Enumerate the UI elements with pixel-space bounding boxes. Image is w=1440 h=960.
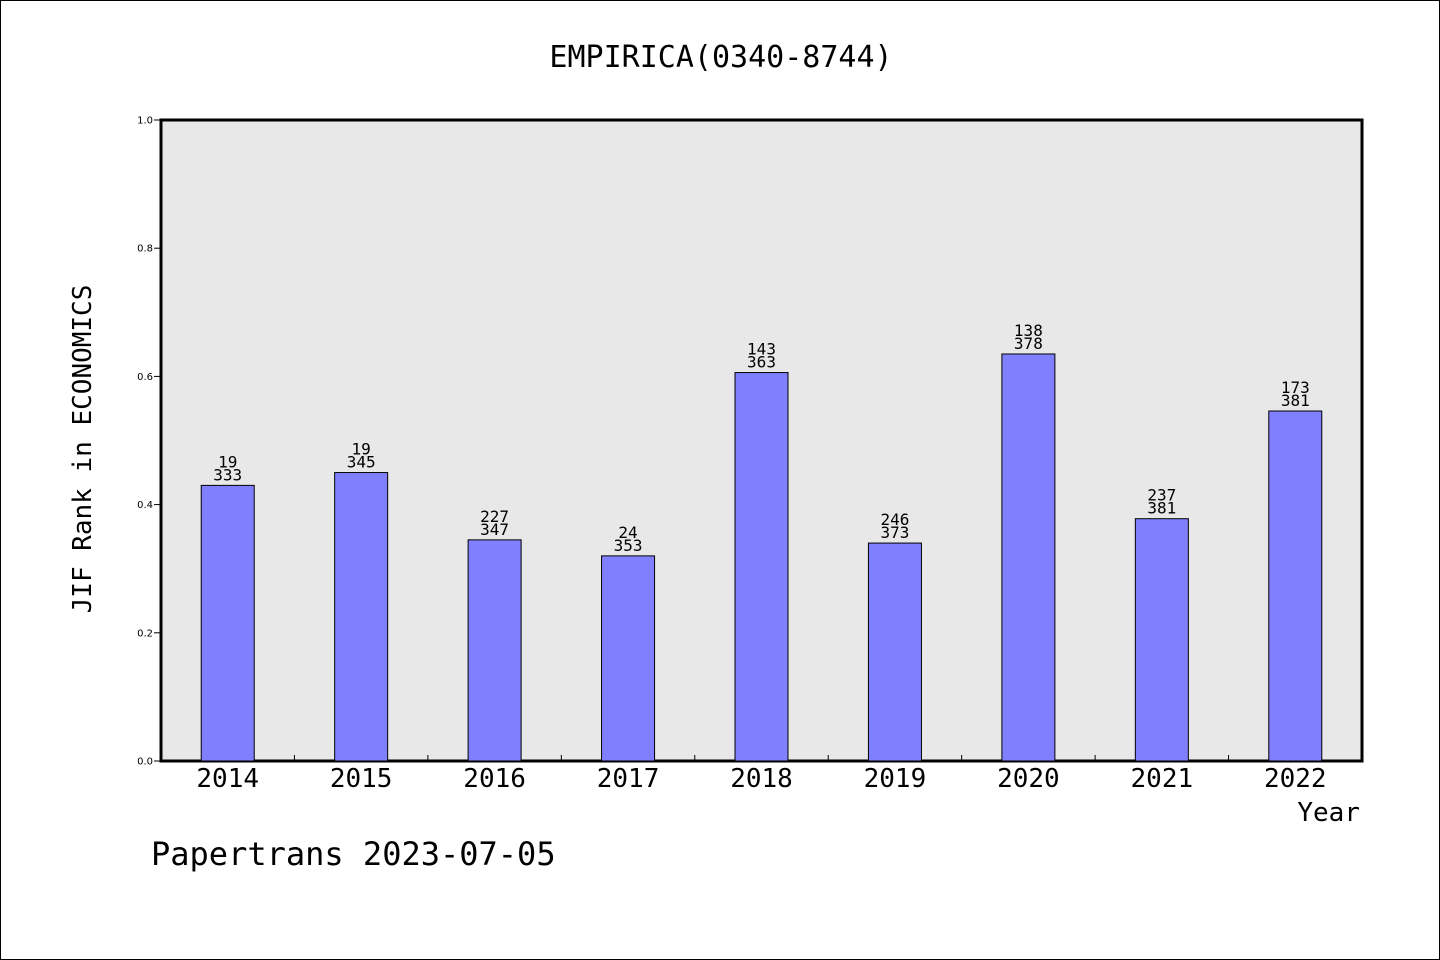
- rank-label: 173: [1281, 378, 1310, 397]
- total-label: 381: [1281, 391, 1310, 410]
- bar-2021: [1134, 518, 1189, 762]
- y-tick-label: 1.0: [137, 116, 153, 127]
- total-label: 363: [747, 353, 776, 372]
- y-tick-label: 0.2: [137, 628, 153, 639]
- y-tick-label: 0.0: [137, 757, 153, 768]
- bar-2017: [601, 555, 656, 762]
- rank-label: 24: [618, 523, 637, 542]
- total-label: 353: [614, 536, 643, 555]
- rank-label: 143: [747, 340, 776, 359]
- x-tick-label: 2014: [196, 764, 259, 794]
- x-tick-label: 2018: [730, 764, 793, 794]
- y-tick-label: 0.8: [137, 244, 153, 255]
- bar-2018: [734, 372, 789, 762]
- x-tick-label: 2021: [1131, 764, 1194, 794]
- x-tick-label: 2017: [597, 764, 660, 794]
- bar-2019: [867, 542, 922, 762]
- rank-label: 246: [880, 510, 909, 529]
- bars-group: [200, 353, 1323, 762]
- total-label: 345: [347, 453, 376, 472]
- bar-2020: [1001, 353, 1056, 762]
- bar-2016: [467, 539, 522, 762]
- total-label: 373: [880, 523, 909, 542]
- x-axis-label: Year: [1297, 798, 1360, 828]
- total-label: 347: [480, 520, 509, 539]
- rank-label: 138: [1014, 321, 1043, 340]
- y-tick-label: 0.6: [137, 372, 153, 383]
- total-label: 333: [213, 465, 242, 484]
- y-axis-label: JIF Rank in ECONOMICS: [68, 285, 98, 614]
- rank-label: 237: [1147, 486, 1176, 505]
- x-tick-label: 2015: [330, 764, 393, 794]
- x-tick-label: 2019: [864, 764, 927, 794]
- bar-2014: [200, 484, 255, 762]
- y-axis-ticks: 0.0 0.2 0.4 0.6 0.8 1.0: [137, 116, 161, 768]
- y-tick-label: 0.4: [137, 500, 153, 511]
- bar-2015: [334, 472, 389, 762]
- bar-2022: [1268, 410, 1323, 762]
- rank-label: 227: [480, 507, 509, 526]
- total-label: 378: [1014, 334, 1043, 353]
- data-labels-group: 2014193332015193452016227347201724353201…: [196, 321, 1326, 794]
- x-axis-ticks: [293, 755, 1230, 761]
- total-label: 381: [1147, 499, 1176, 518]
- x-tick-label: 2016: [463, 764, 526, 794]
- chart-title: EMPIRICA(0340-8744): [549, 40, 892, 75]
- rank-label: 19: [218, 452, 237, 471]
- x-tick-label: 2020: [997, 764, 1060, 794]
- x-tick-label: 2022: [1264, 764, 1327, 794]
- rank-label: 19: [352, 440, 371, 459]
- footer-source-date: Papertrans 2023-07-05: [151, 835, 556, 873]
